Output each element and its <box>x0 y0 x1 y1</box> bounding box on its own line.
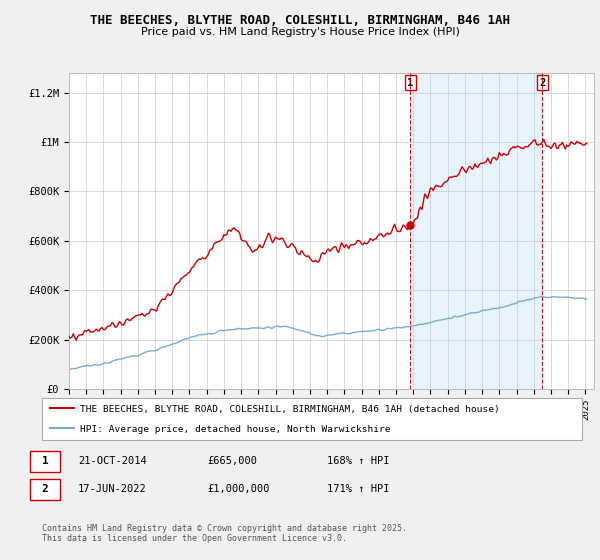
Text: £665,000: £665,000 <box>207 456 257 466</box>
Text: 171% ↑ HPI: 171% ↑ HPI <box>327 484 389 494</box>
FancyBboxPatch shape <box>42 398 582 440</box>
Text: 17-JUN-2022: 17-JUN-2022 <box>78 484 147 494</box>
Text: Contains HM Land Registry data © Crown copyright and database right 2025.
This d: Contains HM Land Registry data © Crown c… <box>42 524 407 543</box>
Bar <box>410 73 542 389</box>
Text: Price paid vs. HM Land Registry's House Price Index (HPI): Price paid vs. HM Land Registry's House … <box>140 27 460 37</box>
Text: HPI: Average price, detached house, North Warwickshire: HPI: Average price, detached house, Nort… <box>80 425 391 434</box>
Text: 2: 2 <box>539 77 545 87</box>
Text: 1: 1 <box>41 456 49 466</box>
Text: 21-OCT-2014: 21-OCT-2014 <box>78 456 147 466</box>
Text: THE BEECHES, BLYTHE ROAD, COLESHILL, BIRMINGHAM, B46 1AH (detached house): THE BEECHES, BLYTHE ROAD, COLESHILL, BIR… <box>80 405 500 414</box>
Text: £1,000,000: £1,000,000 <box>207 484 269 494</box>
Text: 2: 2 <box>41 484 49 494</box>
Text: THE BEECHES, BLYTHE ROAD, COLESHILL, BIRMINGHAM, B46 1AH: THE BEECHES, BLYTHE ROAD, COLESHILL, BIR… <box>90 14 510 27</box>
Text: 1: 1 <box>407 77 413 87</box>
Text: 168% ↑ HPI: 168% ↑ HPI <box>327 456 389 466</box>
